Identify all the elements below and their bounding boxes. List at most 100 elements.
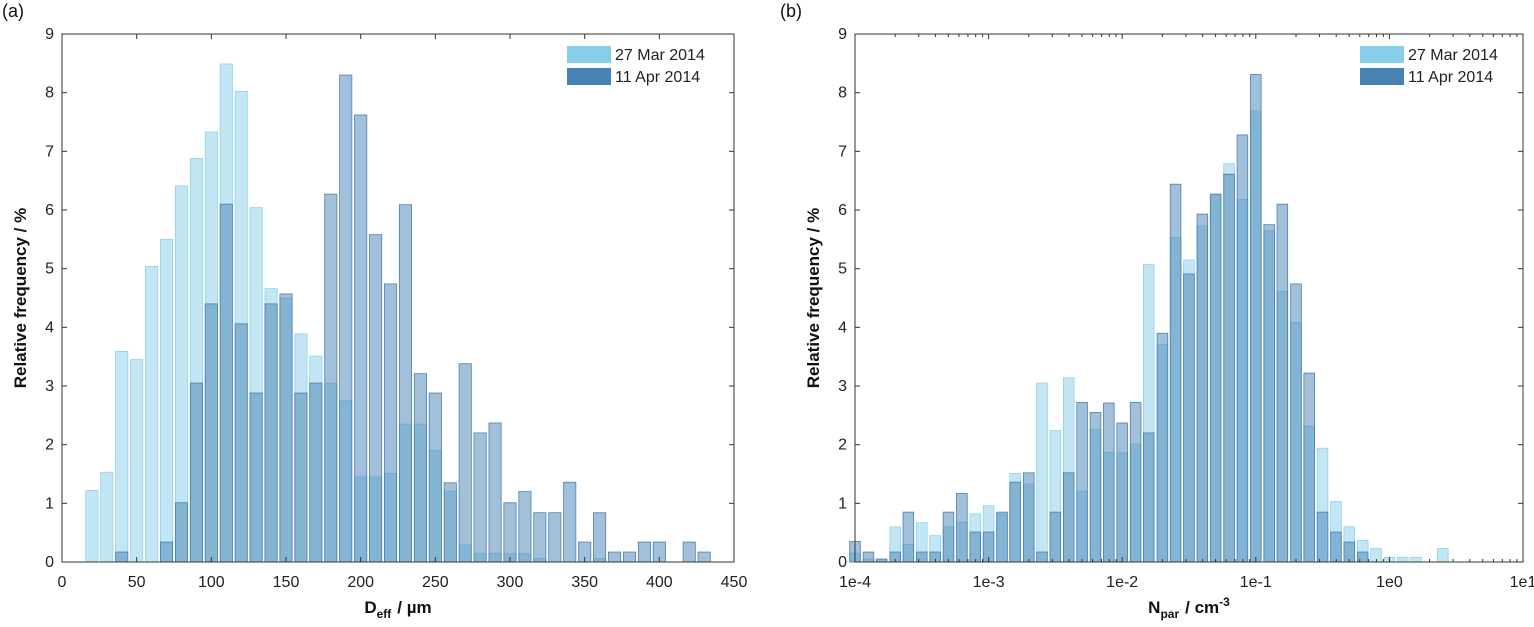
histogram-bar xyxy=(1156,332,1169,563)
histogram-bar xyxy=(1397,556,1409,563)
x-axis-unit: / cm xyxy=(1185,598,1219,617)
histogram-bar xyxy=(969,531,981,563)
histogram-bar xyxy=(956,492,968,563)
x-axis-symbol: D xyxy=(364,598,376,617)
histogram-bar xyxy=(518,491,532,563)
x-axis-superscript: -3 xyxy=(1219,595,1230,609)
x-tick-label: 1e0 xyxy=(1376,574,1403,591)
legend-swatch xyxy=(567,46,611,63)
plot-frame xyxy=(61,33,735,563)
legend-swatch xyxy=(1360,46,1404,63)
histogram-bar xyxy=(697,551,711,563)
histogram-bar xyxy=(398,204,412,563)
x-axis-symbol: N xyxy=(1148,598,1160,617)
histogram-bar xyxy=(413,373,427,563)
histogram-bar xyxy=(384,283,398,563)
y-axis-title: Relative frequency / % xyxy=(804,208,823,388)
histogram-bar xyxy=(593,512,607,563)
histogram-bar xyxy=(1009,481,1021,563)
histogram-bar xyxy=(1103,402,1115,563)
x-axis-title: Deff / µm xyxy=(364,598,431,621)
histogram-bar xyxy=(1223,173,1235,563)
y-tick-label: 9 xyxy=(838,26,847,43)
x-tick-label: 300 xyxy=(497,574,524,591)
legend-swatch xyxy=(1360,68,1404,85)
x-tick-label: 400 xyxy=(646,574,673,591)
plot-frame xyxy=(854,33,1524,563)
histogram-bar xyxy=(1209,193,1222,563)
histogram-bar xyxy=(1276,203,1289,563)
histogram-bar xyxy=(1023,472,1035,563)
histogram-bar xyxy=(189,382,203,563)
y-tick-label: 2 xyxy=(45,437,54,454)
histogram-bar xyxy=(1049,511,1062,563)
y-tick-label: 6 xyxy=(45,202,54,219)
histogram-bar xyxy=(1143,432,1155,563)
series-apr-11 xyxy=(849,74,1369,563)
y-tick-label: 6 xyxy=(838,202,847,219)
histogram-bar xyxy=(204,303,218,563)
histogram-bar xyxy=(473,432,487,563)
y-tick-label: 8 xyxy=(45,85,54,102)
legend-label: 27 Mar 2014 xyxy=(1408,47,1498,64)
y-tick-label: 1 xyxy=(838,495,847,512)
histogram-bar xyxy=(548,512,562,563)
histogram-bar xyxy=(115,551,129,563)
histogram-bar xyxy=(1036,551,1048,563)
histogram-bar xyxy=(1129,402,1142,563)
histogram-bar xyxy=(279,293,293,563)
histogram-bar xyxy=(458,363,472,563)
legend: 27 Mar 2014 11 Apr 2014 xyxy=(567,46,705,86)
histogram-bar xyxy=(1356,551,1369,563)
histogram-bar xyxy=(369,234,383,563)
histogram-bar xyxy=(1303,372,1315,563)
legend-label: 11 Apr 2014 xyxy=(615,69,700,86)
histogram-bar xyxy=(916,551,928,563)
y-tick-label: 3 xyxy=(45,378,54,395)
x-tick-label: 50 xyxy=(128,574,146,591)
x-tick-label: 1e1 xyxy=(1510,574,1534,591)
y-tick-label: 5 xyxy=(45,261,54,278)
histogram-bar xyxy=(443,482,457,563)
histogram-bar xyxy=(942,511,955,563)
histogram-bar xyxy=(862,551,875,563)
histogram-bar xyxy=(234,323,248,563)
x-axis-subscript: par xyxy=(1160,607,1179,621)
histogram-bar xyxy=(130,359,144,563)
histogram-bar xyxy=(622,551,636,563)
histogram-bar xyxy=(1250,74,1262,563)
legend-label: 27 Mar 2014 xyxy=(615,47,705,64)
histogram-bar xyxy=(145,265,159,563)
histogram-bar xyxy=(637,541,651,563)
x-tick-label: 100 xyxy=(198,574,225,591)
histogram-bar xyxy=(85,490,99,563)
histogram-bar xyxy=(1063,472,1075,563)
chart-panel-b: 0 1 2 3 4 5 6 7 8 9 1e-4 1e-3 1e-2 1e-1 1e0 1e1 (b) Relat… xyxy=(780,1,1534,621)
histogram-bar xyxy=(294,392,308,563)
histogram-bar xyxy=(100,471,114,563)
y-tick-label: 5 xyxy=(838,261,847,278)
histogram-bar xyxy=(160,541,174,563)
y-tick-label: 9 xyxy=(45,26,54,43)
x-tick-label: 1e-4 xyxy=(839,574,871,591)
legend-swatch xyxy=(567,68,611,85)
histogram-bar xyxy=(1089,411,1102,563)
histogram-bar xyxy=(339,74,353,563)
x-tick-label: 450 xyxy=(721,574,748,591)
histogram-bar xyxy=(428,392,442,563)
x-tick-label: 1e-3 xyxy=(973,574,1005,591)
histogram-bar xyxy=(1236,134,1249,563)
histogram-bar xyxy=(354,114,368,563)
chart-panel-a: 0 1 2 3 4 5 6 7 8 9 0 50 100 150 200 250 300 350 400 450 (a)… xyxy=(2,1,747,621)
histogram-bar xyxy=(1076,402,1088,563)
histogram-bar xyxy=(1169,183,1182,563)
y-tick-label: 7 xyxy=(838,143,847,160)
histogram-bar xyxy=(1183,273,1195,563)
histogram-bar xyxy=(1196,213,1209,563)
y-tick-label: 0 xyxy=(45,554,54,571)
x-axis-unit: / µm xyxy=(397,598,431,617)
y-tick-label: 1 xyxy=(45,495,54,512)
panel-label: (b) xyxy=(780,1,802,21)
y-tick-label: 7 xyxy=(45,143,54,160)
